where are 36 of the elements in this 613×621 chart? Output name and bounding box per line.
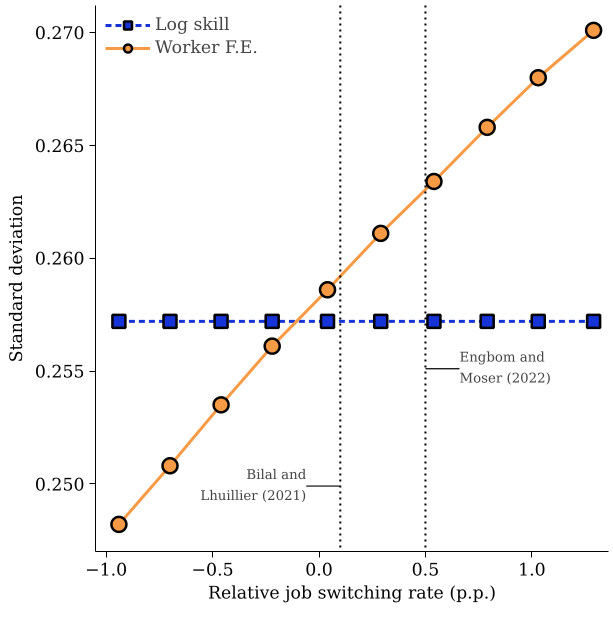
point — [264, 314, 280, 330]
point — [111, 314, 127, 330]
point — [425, 172, 443, 190]
y-axis-title: Standard deviation — [6, 194, 27, 362]
point — [263, 337, 281, 355]
point — [530, 68, 548, 86]
annotation: Bilal and Lhuillier (2021) — [200, 468, 307, 504]
point — [320, 314, 336, 330]
point — [426, 314, 442, 330]
point — [318, 281, 336, 299]
point — [212, 396, 230, 414]
x-axis-title: Relative job switching rate (p.p.) — [208, 584, 496, 604]
point — [161, 457, 179, 474]
point — [372, 224, 390, 242]
y-tick-label: 0.270 — [34, 24, 85, 44]
point — [478, 118, 496, 136]
legend-label: Log skill — [155, 15, 230, 35]
legend-label: Worker F.E. — [155, 38, 258, 58]
text: 0.5 — [412, 560, 440, 580]
text: 1.0 — [518, 560, 546, 580]
point — [479, 314, 495, 330]
point — [584, 22, 602, 40]
y-tick-label: 0.260 — [34, 250, 85, 270]
annotation: Engbom and Moser (2022) — [459, 350, 551, 387]
x-tick-label: −0.5 — [192, 560, 234, 580]
point — [213, 314, 229, 330]
y-tick-label: 0.265 — [34, 136, 85, 157]
y-tick-label: 0.250 — [34, 475, 85, 496]
point — [530, 314, 546, 330]
x-tick-label: −1.0 — [85, 560, 128, 580]
y-tick-label: 0.255 — [34, 362, 85, 383]
point — [110, 516, 128, 534]
point — [162, 314, 178, 330]
point — [586, 314, 602, 330]
point — [372, 314, 388, 330]
text: 0.0 — [305, 560, 333, 580]
